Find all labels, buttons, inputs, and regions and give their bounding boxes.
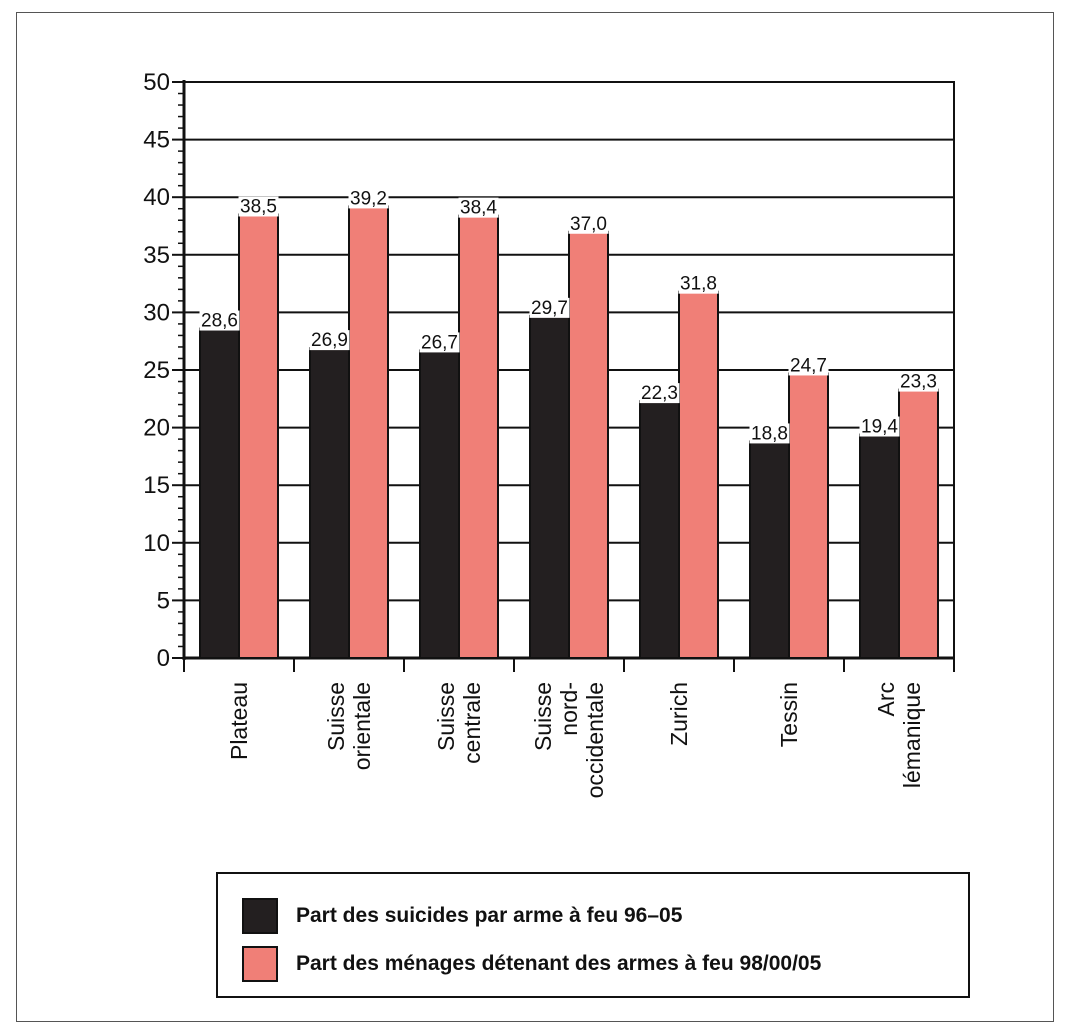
bar-menages <box>788 372 829 659</box>
y-tick-label: 30 <box>143 299 170 326</box>
bar-suicides <box>859 433 900 659</box>
x-category-label-line: centrale <box>459 682 485 764</box>
bar-menages <box>458 214 499 660</box>
x-category-label-line: Suisse <box>433 682 459 751</box>
x-category-label-line: Arc <box>873 682 899 717</box>
y-tick-label: 5 <box>157 587 170 614</box>
x-category-label-line: Zurich <box>666 682 692 746</box>
data-label-suicides: 26,9 <box>311 330 348 351</box>
data-label-menages-bg <box>348 188 389 209</box>
x-category-label-line: Suisse <box>530 682 556 751</box>
y-tick-label: 10 <box>143 530 170 557</box>
legend: Part des suicides par arme à feu 96–05 P… <box>216 872 970 998</box>
y-tick-label: 0 <box>157 645 170 672</box>
data-label-suicides: 19,4 <box>861 417 898 438</box>
legend-label-suicides: Part des suicides par arme à feu 96–05 <box>296 904 683 927</box>
data-label-menages-bg <box>788 355 829 376</box>
data-label-suicides: 18,8 <box>751 423 788 444</box>
x-category-label-line: orientale <box>349 682 375 770</box>
data-label-menages-bg <box>238 196 279 217</box>
y-tick-label: 35 <box>143 242 170 269</box>
legend-item-menages: Part des ménages détenant des armes à fe… <box>242 946 821 982</box>
legend-swatch-suicides <box>242 898 278 934</box>
y-tick-label: 25 <box>143 357 170 384</box>
y-tick-label: 20 <box>143 415 170 442</box>
data-label-menages: 38,5 <box>240 196 277 217</box>
x-category-label-line: Suisse <box>323 682 349 751</box>
data-label-suicides-bg <box>529 297 570 318</box>
bar-chart: 0 5 10 15 20 25 30 35 40 45 50 28,6 38,5 Plateau 26,9 3… <box>143 69 955 798</box>
data-label-suicides-bg <box>639 383 680 404</box>
data-label-menages: 37,0 <box>570 214 607 235</box>
bar-menages <box>678 290 719 659</box>
data-label-suicides-bg <box>309 330 350 351</box>
data-label-menages-bg <box>568 213 609 234</box>
bar-suicides <box>419 349 460 659</box>
y-tick-label: 50 <box>143 69 170 96</box>
x-category-label: Arc lémanique <box>873 682 925 788</box>
x-category-label: Suisse centrale <box>433 682 485 764</box>
x-category-label: Suisse orientale <box>323 682 375 770</box>
x-category-label-line: occidentale <box>582 682 608 798</box>
bar-menages <box>238 213 279 659</box>
data-label-suicides: 26,7 <box>421 332 458 353</box>
data-label-suicides-bg <box>419 332 460 353</box>
legend-label-menages: Part des ménages détenant des armes à fe… <box>296 952 822 975</box>
bar-suicides <box>529 314 570 659</box>
data-label-suicides-bg <box>199 310 240 331</box>
y-tick-label: 40 <box>143 184 170 211</box>
data-label-suicides-bg <box>859 416 900 437</box>
data-label-suicides: 28,6 <box>201 311 238 332</box>
data-label-menages: 23,3 <box>900 372 937 393</box>
y-tick-label: 15 <box>143 472 170 499</box>
legend-item-suicides: Part des suicides par arme à feu 96–05 <box>242 898 682 934</box>
y-tick-label: 45 <box>143 127 170 154</box>
bar-menages <box>898 388 939 659</box>
data-label-menages: 39,2 <box>350 188 387 209</box>
x-category-label-line: lémanique <box>899 682 925 788</box>
x-category-label: Tessin <box>776 682 802 747</box>
x-category-label: Zurich <box>666 682 692 746</box>
data-label-suicides-bg <box>749 423 790 444</box>
bar-suicides <box>639 400 680 659</box>
x-category-label: Suisse nord-occidentale <box>530 682 608 798</box>
x-category-label-line: Tessin <box>776 682 802 747</box>
data-label-suicides: 22,3 <box>641 383 678 404</box>
bar-suicides <box>199 327 240 659</box>
bar-menages <box>348 205 389 660</box>
bar-suicides <box>749 440 790 660</box>
x-category-label-line: Plateau <box>226 682 252 760</box>
data-label-menages-bg <box>678 273 719 294</box>
data-label-menages: 24,7 <box>790 355 827 376</box>
data-label-menages: 31,8 <box>680 274 717 295</box>
legend-swatch-menages <box>242 946 278 982</box>
x-category-label: Plateau <box>226 682 252 760</box>
bar-suicides <box>309 347 350 659</box>
data-label-menages: 38,4 <box>460 198 497 219</box>
data-label-menages-bg <box>898 371 939 392</box>
data-label-menages-bg <box>458 197 499 218</box>
x-category-label-line: nord- <box>556 682 582 736</box>
bar-menages <box>568 230 609 659</box>
data-label-suicides: 29,7 <box>531 298 568 319</box>
